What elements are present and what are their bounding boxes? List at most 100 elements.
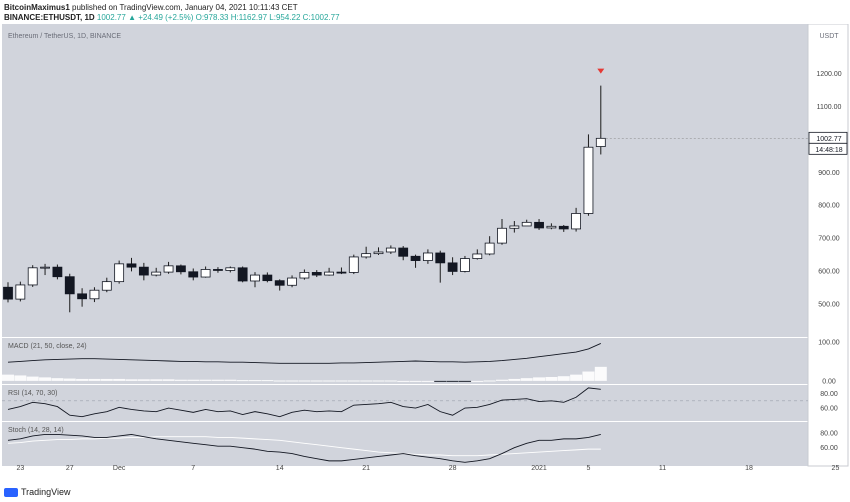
macd-histogram-bar [249, 380, 261, 382]
candle-bullish [250, 274, 260, 282]
main-pane-bg [2, 24, 808, 337]
candle-bearish [77, 293, 87, 300]
macd-histogram-bar [496, 379, 508, 381]
candle-bearish [311, 272, 322, 276]
macd-histogram-bar [174, 379, 187, 381]
macd-histogram-bar [63, 378, 76, 381]
candle-bearish [534, 221, 544, 229]
candle-bullish [484, 242, 495, 255]
x-tick-label: Dec [113, 465, 126, 470]
author-name[interactable]: BitcoinMaximus1 [4, 3, 70, 12]
macd-histogram-bar [236, 380, 249, 382]
macd-histogram-bar [458, 380, 471, 382]
candle-bullish [373, 251, 384, 255]
candle-bearish [447, 262, 458, 272]
macd-histogram-bar [261, 380, 274, 382]
candle-bullish [299, 272, 310, 279]
candle-bullish [151, 271, 162, 276]
candle-bullish [114, 263, 125, 283]
candle-bearish [274, 280, 285, 286]
candle-bearish [138, 266, 149, 276]
rsi-tick-label: 60.00 [820, 406, 838, 413]
macd-histogram-bar [76, 378, 89, 381]
macd-histogram-bar [582, 371, 595, 381]
indicator-pane-bg-2 [2, 385, 808, 421]
macd-histogram-bar [570, 374, 583, 381]
candle-bearish [213, 269, 223, 271]
macd-tick-label: 0.00 [822, 378, 836, 385]
candle-bearish [398, 247, 409, 257]
x-tick-label: 7 [191, 465, 195, 470]
candle-bullish [546, 225, 557, 229]
macd-histogram-bar [286, 380, 299, 382]
candle-bullish [472, 253, 483, 259]
candle-bullish [89, 289, 100, 300]
candle-bearish [262, 274, 273, 282]
x-tick-label: 28 [449, 465, 457, 470]
macd-histogram-bar [446, 380, 459, 382]
chart-title: Ethereum / TetherUS, 1D, BINANCE [8, 33, 121, 40]
macd-label: MACD (21, 50, close, 24) [8, 343, 87, 350]
macd-histogram-bar [360, 380, 373, 382]
countdown-box [808, 142, 848, 155]
macd-histogram-bar [51, 378, 64, 381]
macd-histogram-bar [125, 379, 138, 381]
price-scale [807, 24, 849, 467]
y-tick-label: 1100.00 [817, 104, 842, 111]
candle-bullish [324, 271, 335, 276]
chart[interactable]: Ethereum / TetherUS, 1D, BINANCE USDT 500.… [0, 24, 850, 470]
candle-bullish [101, 281, 112, 291]
price-change: ▲ +24.49 (+2.5%) [128, 13, 194, 22]
candle-bullish [348, 256, 359, 273]
y-tick-label: 700.00 [818, 236, 840, 243]
candle-bullish [497, 227, 507, 244]
candle-bullish [27, 267, 38, 286]
macd-histogram-bar [2, 374, 14, 381]
indicator-pane-bg-3 [2, 422, 808, 466]
macd-histogram-bar [113, 378, 126, 381]
macd-histogram-bar [310, 380, 323, 382]
macd-histogram-bar [483, 380, 496, 382]
macd-histogram-bar [100, 378, 113, 381]
macd-histogram-bar [533, 377, 546, 381]
stoch-label: Stoch (14, 28, 14) [8, 427, 64, 434]
x-tick-label: 2021 [531, 465, 547, 470]
rsi-tick-label: 80.00 [820, 391, 838, 398]
candle-bullish [200, 269, 211, 278]
macd-histogram-bar [88, 378, 101, 381]
ohlc-legend: BINANCE:ETHUSDT, 1D 1002.77 ▲ +24.49 (+2… [4, 13, 340, 22]
macd-histogram-bar [298, 380, 311, 382]
candle-bullish [583, 146, 594, 214]
x-tick-label: 21 [362, 465, 370, 470]
macd-tick-label: 100.00 [818, 339, 840, 346]
tradingview-logo-icon [4, 487, 18, 497]
candle-bearish [188, 271, 199, 278]
x-tick-label: 25 [832, 465, 840, 470]
macd-histogram-bar [520, 378, 533, 381]
x-tick-label: 27 [66, 465, 74, 470]
macd-histogram-bar [421, 380, 434, 382]
macd-histogram-bar [471, 380, 484, 382]
candle-bearish [336, 271, 347, 274]
candle-bullish [595, 137, 606, 147]
stoch-tick-label: 80.00 [820, 431, 838, 438]
stoch-d-line [7, 436, 601, 457]
candle-bearish [3, 286, 13, 300]
candle-bullish [361, 253, 372, 258]
macd-histogram-bar [434, 380, 447, 382]
macd-histogram-bar [409, 380, 422, 382]
x-tick-label: 14 [276, 465, 284, 470]
candle-bearish [237, 267, 248, 282]
stoch-tick-label: 60.00 [820, 445, 838, 452]
macd-histogram-bar [347, 380, 360, 382]
signal-marker-icon [597, 68, 605, 74]
macd-histogram-bar [508, 378, 521, 381]
macd-histogram-bar [557, 376, 570, 381]
macd-histogram-bar [14, 375, 27, 381]
currency-label: USDT [819, 33, 839, 40]
candle-bullish [40, 266, 50, 269]
candle-bullish [460, 258, 470, 272]
y-tick-label: 600.00 [818, 269, 840, 276]
last-price-label: 1002.77 [816, 136, 841, 143]
macd-histogram-bar [137, 379, 150, 381]
